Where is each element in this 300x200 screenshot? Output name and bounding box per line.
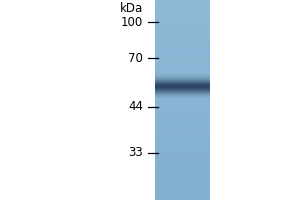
- Text: 44: 44: [128, 100, 143, 114]
- Text: 70: 70: [128, 51, 143, 64]
- Text: kDa: kDa: [120, 1, 143, 15]
- Text: 33: 33: [128, 146, 143, 160]
- Text: 100: 100: [121, 16, 143, 28]
